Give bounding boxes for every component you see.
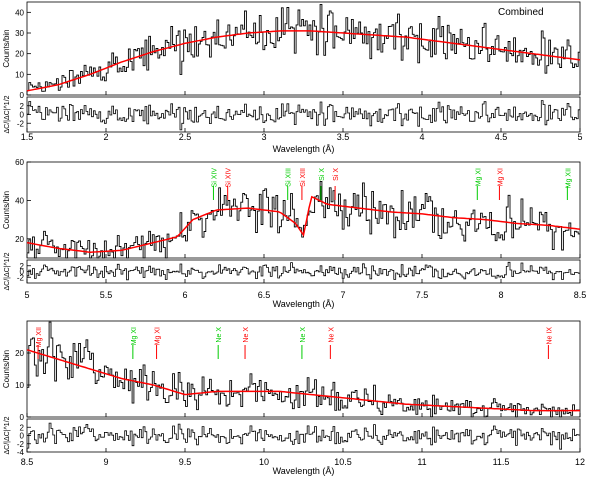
line-id-label: Si XIII (286, 168, 293, 187)
residual-series-line (27, 422, 580, 450)
line-id-label: Mg XII (36, 327, 43, 347)
x-axis-label: Wavelength (Å) (273, 299, 335, 309)
y-tick-label: 40 (15, 196, 24, 205)
line-id-label: Si XIV (211, 168, 218, 188)
x-tick-label: 3 (261, 132, 266, 142)
x-axis-label: Wavelength (Å) (273, 466, 335, 476)
x-tick-label: 6 (182, 290, 187, 300)
y-tick-label: 30 (15, 29, 24, 38)
x-axis-label: Wavelength (Å) (273, 144, 335, 154)
y-axis-label: Counts/bin (2, 350, 11, 388)
y-tick-label: 2 (20, 262, 25, 271)
line-id-label: Ne X (243, 327, 250, 343)
x-tick-label: 5.5 (100, 290, 113, 300)
line-id-label: Si X (333, 168, 340, 181)
x-tick-label: 9 (103, 457, 108, 467)
x-tick-label: 10 (259, 457, 269, 467)
y-tick-label: -2 (17, 119, 25, 128)
line-id-label: Ne X (300, 327, 307, 343)
x-tick-label: 8.5 (574, 290, 587, 300)
x-tick-label: 2.5 (179, 132, 192, 142)
y-tick-label: 60 (15, 158, 24, 167)
y-tick-label: 0 (20, 91, 25, 100)
x-tick-label: 7 (340, 290, 345, 300)
x-tick-label: 5 (24, 290, 29, 300)
x-tick-label: 2 (103, 132, 108, 142)
model-series-line (26, 349, 580, 412)
x-tick-label: 1.5 (21, 132, 34, 142)
model-series-line (26, 30, 581, 92)
y-axis-label: Counts/bin (2, 29, 11, 67)
line-id-label: Ne X (328, 327, 335, 343)
line-id-label: Mg XII (565, 168, 572, 188)
data-series-line (27, 180, 580, 259)
y-tick-label: 2 (20, 102, 25, 111)
residual-series-line (27, 100, 580, 131)
y-tick-label: 0 (20, 413, 25, 422)
y-tick-label: 0 (20, 268, 25, 277)
x-tick-label: 12 (575, 457, 585, 467)
main-plot-frame (26, 320, 581, 418)
line-id-label: Si XIII (300, 168, 307, 187)
residual-axis-label: ΔC/|ΔC|^1/2 (4, 95, 11, 133)
data-series-line (27, 3, 580, 92)
x-tick-label: 4.5 (495, 132, 508, 142)
y-tick-label: 20 (15, 349, 24, 358)
y-tick-label: -2 (17, 273, 25, 282)
line-id-label: Ne X (216, 327, 223, 343)
x-tick-label: 7.5 (416, 290, 429, 300)
x-tick-label: 8 (498, 290, 503, 300)
y-tick-label: 0 (20, 432, 25, 441)
x-tick-label: 4 (419, 132, 424, 142)
line-id-label: Si XIV (226, 168, 233, 188)
line-id-label: Si X (319, 168, 326, 181)
main-plot-frame (26, 161, 581, 259)
x-tick-label: 8.5 (21, 457, 34, 467)
residual-axis-label: ΔC/|ΔC|^1/2 (4, 252, 11, 290)
y-tick-label: 2 (20, 423, 25, 432)
line-id-label: Mg XI (475, 168, 482, 186)
x-tick-label: 6.5 (258, 290, 271, 300)
line-id-label: Ne IX (546, 327, 553, 345)
x-tick-label: 3.5 (337, 132, 350, 142)
x-tick-label: 11 (417, 457, 426, 467)
figure-label: Combined (498, 7, 544, 18)
x-tick-label: 9.5 (179, 457, 192, 467)
y-tick-label: 10 (15, 381, 24, 390)
y-tick-label: 10 (15, 70, 24, 79)
x-tick-label: 10.5 (334, 457, 352, 467)
y-tick-label: -2 (17, 440, 25, 449)
x-tick-label: 11.5 (493, 457, 510, 467)
y-tick-label: -4 (17, 448, 25, 457)
line-id-label: Mg XI (131, 327, 138, 345)
x-tick-label: 5 (577, 132, 582, 142)
model-series-line (26, 195, 581, 253)
y-tick-label: 20 (15, 50, 24, 59)
line-id-label: Mg XI (155, 327, 162, 345)
y-axis-label: Counts/bin (2, 191, 11, 229)
data-series-line (27, 321, 580, 418)
y-tick-label: 0 (20, 111, 25, 120)
line-id-label: Mg XI (497, 168, 504, 186)
residual-axis-label: ΔC/|ΔC|^1/2 (4, 416, 11, 454)
y-tick-label: 20 (15, 235, 24, 244)
residual-series-line (27, 261, 580, 281)
main-plot-frame (26, 1, 581, 96)
y-tick-label: 40 (15, 8, 24, 17)
